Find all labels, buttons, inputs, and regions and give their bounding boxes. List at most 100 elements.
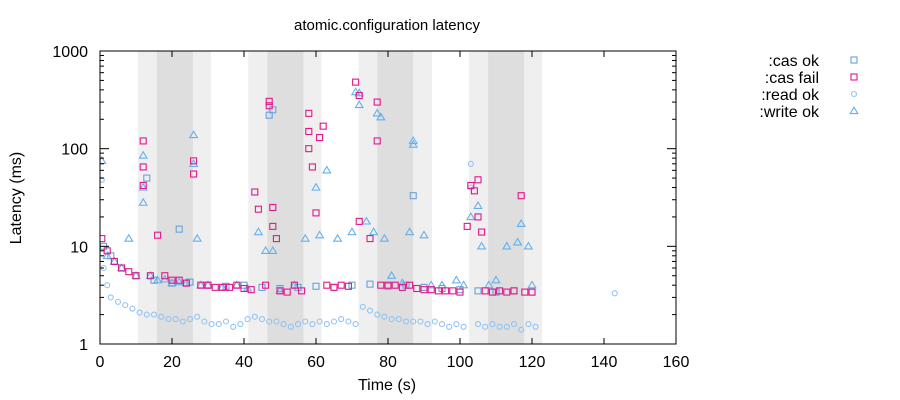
point-read-ok-19 (222, 318, 230, 325)
point-read-ok-16 (201, 318, 208, 325)
point-cas-fail-55 (384, 281, 392, 289)
point-read-ok-31 (309, 321, 316, 328)
point-cas-fail-12 (168, 276, 176, 284)
point-write-ok-55 (484, 280, 494, 289)
point-cas-ok-22 (474, 287, 482, 295)
point-write-ok-42 (386, 270, 397, 279)
point-read-ok-36 (345, 318, 352, 325)
point-write-ok-51 (458, 280, 469, 289)
data-points (100, 78, 618, 333)
point-cas-fail-23 (240, 284, 248, 293)
point-write-ok-1 (102, 250, 112, 259)
point-cas-fail-30 (269, 203, 277, 212)
point-write-ok-61 (527, 280, 537, 289)
point-write-ok-40 (376, 112, 386, 121)
point-read-ok-38 (359, 303, 366, 310)
point-cas-fail-56 (391, 281, 399, 289)
point-write-ok-49 (437, 280, 447, 289)
point-write-ok-36 (354, 100, 364, 109)
point-cas-fail-64 (449, 287, 457, 295)
point-read-ok-17 (208, 321, 215, 328)
point-write-ok-29 (311, 182, 321, 191)
point-read-ok-45 (410, 318, 417, 325)
point-write-ok-38 (368, 227, 379, 236)
point-read-ok-49 (438, 321, 446, 328)
x-tick-label-7: 140 (591, 354, 618, 371)
x-tick-label-1: 20 (163, 354, 181, 371)
point-cas-fail-76 (510, 287, 518, 295)
point-read-ok-14 (186, 316, 194, 323)
point-read-ok-41 (381, 313, 388, 320)
point-cas-ok-1 (107, 252, 115, 260)
point-read-ok-51 (453, 321, 460, 328)
point-cas-fail-33 (276, 287, 284, 295)
point-write-ok-56 (491, 275, 501, 284)
point-read-ok-27 (280, 321, 287, 328)
point-read-ok-53 (467, 160, 474, 167)
point-read-ok-42 (388, 316, 395, 323)
point-read-ok-8 (143, 311, 150, 318)
point-cas-fail-25 (251, 188, 259, 196)
point-cas-ok-18 (402, 281, 410, 289)
point-read-ok-40 (374, 311, 381, 318)
point-write-ok-4 (124, 233, 134, 242)
point-cas-fail-50 (355, 217, 363, 225)
point-cas-fail-53 (373, 137, 381, 145)
point-read-ok-22 (244, 316, 251, 323)
point-cas-fail-79 (528, 288, 536, 296)
point-cas-fail-20 (218, 283, 226, 291)
point-read-ok-57 (489, 321, 496, 328)
point-cas-ok-30 (143, 174, 151, 182)
point-write-ok-23 (253, 227, 264, 236)
point-cas-fail-5 (132, 272, 140, 280)
point-write-ok-10 (152, 275, 163, 284)
x-axis: 0 20 40 60 80 100 120 140 160 (96, 51, 690, 371)
point-cas-fail-43 (319, 122, 327, 130)
point-cas-fail-4 (125, 268, 133, 276)
point-write-ok-57 (502, 241, 512, 250)
point-cas-fail-72 (481, 287, 489, 295)
point-cas-fail-47 (344, 282, 352, 290)
point-write-ok-16 (188, 158, 199, 167)
y-axis-label: Latency (ms) (8, 152, 25, 244)
x-tick-label-8: 160 (663, 354, 690, 371)
y-tick-label-1: 10 (70, 239, 88, 256)
nemesis-band-inner-0 (156, 51, 193, 344)
point-cas-ok-29 (175, 225, 183, 233)
point-cas-fail-71 (478, 228, 486, 236)
x-axis-label: Time (s) (358, 377, 416, 394)
point-cas-fail-52 (373, 98, 381, 106)
point-cas-ok-6 (186, 278, 194, 286)
point-write-ok-60 (523, 241, 534, 250)
point-write-ok-46 (408, 139, 418, 148)
point-cas-fail-24 (247, 286, 255, 294)
point-cas-fail-19 (211, 283, 219, 291)
point-read-ok-4 (114, 298, 122, 305)
legend-marker-write-ok (849, 106, 859, 115)
point-read-ok-47 (424, 321, 431, 328)
point-write-ok-44 (404, 227, 415, 236)
point-cas-fail-7 (139, 163, 147, 171)
point-read-ok-24 (258, 316, 266, 323)
point-cas-fail-1 (103, 247, 111, 255)
point-read-ok-0 (100, 176, 105, 183)
x-tick-label-6: 120 (519, 354, 546, 371)
legend-label-cas-ok: :cas ok (768, 53, 820, 70)
point-cas-fail-39 (305, 145, 313, 153)
point-cas-fail-45 (330, 283, 338, 291)
point-write-ok-52 (466, 212, 476, 221)
point-cas-fail-66 (463, 222, 471, 230)
point-write-ok-33 (347, 227, 357, 236)
point-cas-fail-74 (496, 287, 504, 295)
point-write-ok-25 (268, 245, 278, 254)
legend-marker-cas-ok (850, 56, 858, 64)
point-cas-ok-15 (348, 281, 356, 289)
point-cas-ok-26 (269, 106, 277, 114)
point-cas-ok-4 (150, 276, 158, 284)
point-cas-fail-32 (272, 235, 280, 243)
point-write-ok-59 (516, 218, 526, 227)
point-cas-fail-0 (100, 235, 106, 243)
x-tick-label-5: 100 (447, 354, 474, 371)
point-read-ok-43 (395, 316, 402, 323)
